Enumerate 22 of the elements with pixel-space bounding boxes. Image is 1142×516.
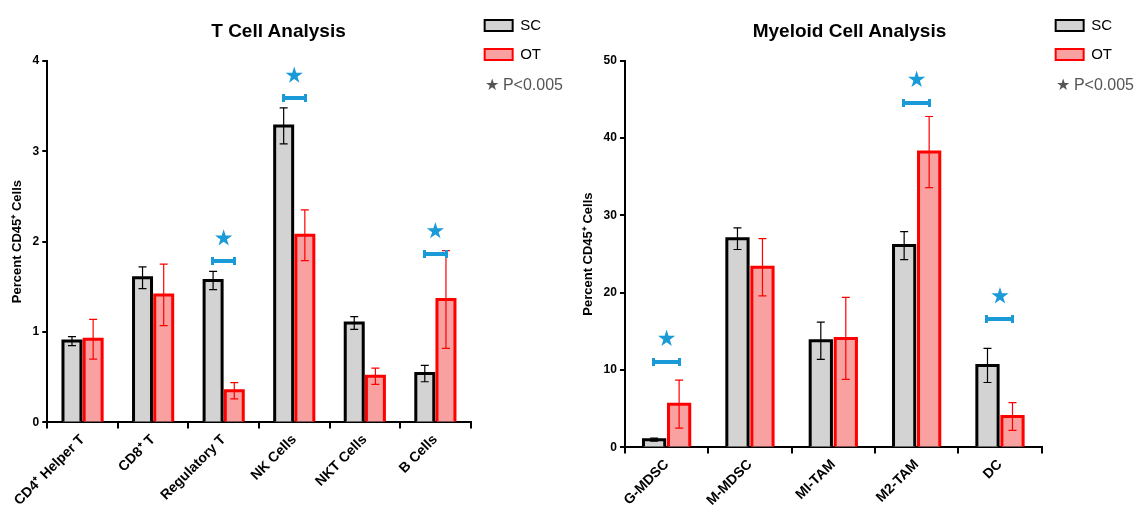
legend-label: SC [1091,15,1113,33]
legend-label: OT [520,44,542,62]
y-tick-label: 20 [603,285,618,300]
legend-label: OT [1091,44,1113,62]
chart-title: Myeloid Cell Analysis [752,19,947,41]
y-tick-label: 0 [32,414,40,429]
y-tick-label: 4 [32,53,40,68]
y-tick-label: 30 [603,207,618,222]
y-axis-title: Percent CD45⁺ Cells [9,179,25,304]
text: ★ P<0.005 [484,76,564,94]
y-tick-label: 1 [32,324,40,339]
y-tick-label: 2 [32,233,40,248]
x-tick-label: DC [979,455,1005,482]
legend-label: SC [520,15,542,33]
y-tick-label: 40 [603,130,618,145]
y-tick-label: 10 [603,362,618,377]
y-tick-label: 0 [610,439,618,454]
text: ★ P<0.005 [1055,76,1135,94]
y-tick-label: 50 [603,53,618,68]
y-tick-label: 3 [32,143,40,158]
chart-title: T Cell Analysis [211,19,346,41]
y-axis-title: Percent CD45⁺ Cells [580,192,596,316]
